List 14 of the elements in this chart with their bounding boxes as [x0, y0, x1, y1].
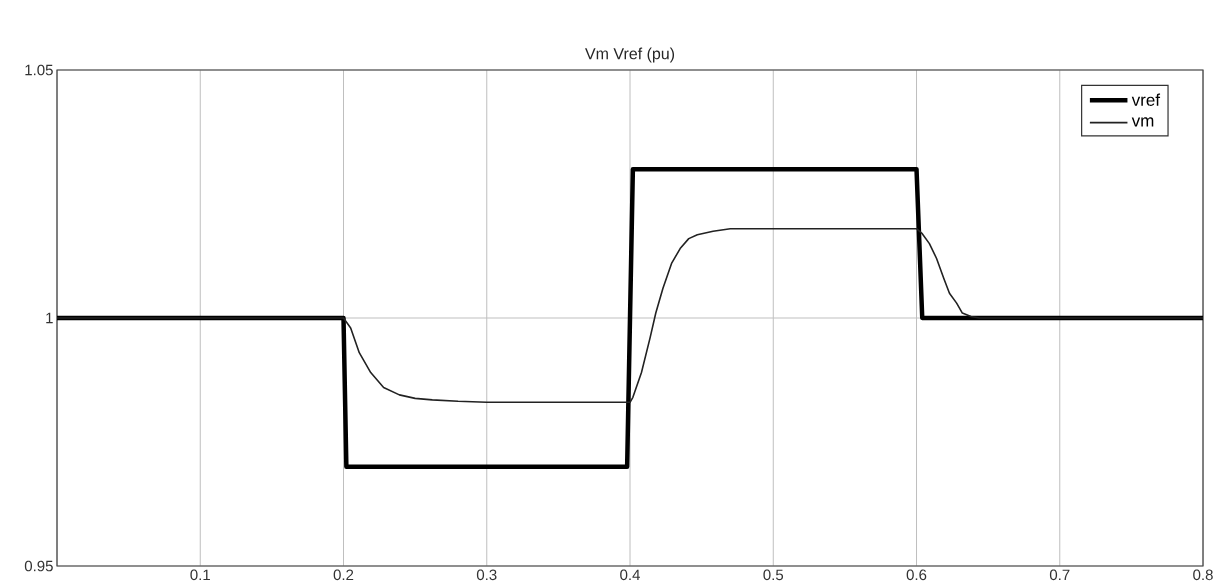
x-tick-label: 0.7 [1049, 569, 1070, 581]
chart-title: Vm Vref (pu) [585, 47, 675, 63]
y-tick-label: 1.05 [25, 64, 53, 76]
x-tick-label: 0.8 [1193, 569, 1213, 581]
x-tick-label: 0.3 [476, 569, 497, 581]
legend-label: vref [1131, 93, 1161, 106]
legend-label: vm [1131, 117, 1154, 127]
x-tick-label: 0.1 [190, 569, 210, 581]
x-tick-label: 0.2 [333, 569, 354, 581]
y-tick-label: 1 [46, 312, 53, 324]
y-tick-label: 0.95 [24, 560, 53, 572]
x-tick-label: 0.6 [906, 569, 927, 581]
x-tick-label: 0.4 [620, 569, 640, 581]
x-tick-label: 0.5 [763, 569, 784, 581]
